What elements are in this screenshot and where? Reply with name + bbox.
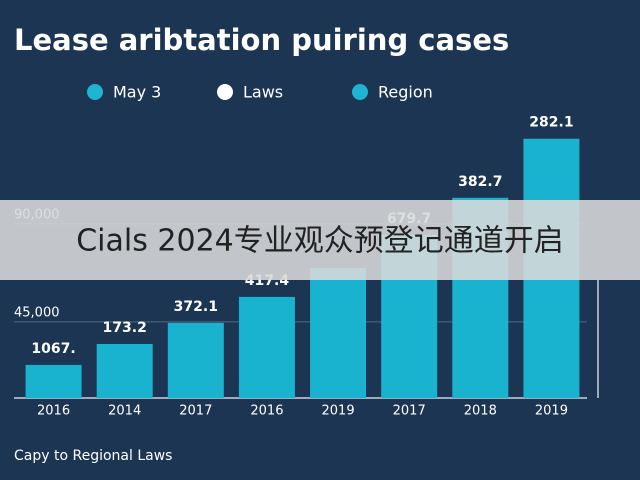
x-tick-label: 2019 [535,404,568,419]
legend-swatch [217,84,233,100]
bar-label: 282.1 [529,115,573,131]
bar [167,322,224,398]
bar [310,267,367,398]
legend-label: Region [378,83,433,102]
x-tick-label: 2016 [250,404,283,419]
bar-label: 372.1 [174,299,218,315]
bar-label: 173.2 [103,320,147,336]
legend-label: May 3 [113,83,161,102]
banner-band [0,200,640,280]
banner-text: Cials 2024专业观众预登记通道开启 [76,224,564,259]
bar-label: 1067. [31,341,75,357]
y-tick-label: 45,000 [14,305,60,320]
bar [96,343,153,398]
bar [238,296,295,398]
chart-title: Lease aribtation puiring cases [14,23,509,57]
footnote: Capy to Regional Laws [14,448,172,464]
x-tick-label: 2018 [464,404,497,419]
legend-swatch [352,84,368,100]
x-tick-label: 2017 [179,404,212,419]
legend-swatch [87,84,103,100]
x-tick-label: 2019 [322,404,355,419]
legend-label: Laws [243,83,283,102]
bar [25,364,82,398]
bar-label: 382.7 [458,174,502,190]
x-tick-label: 2017 [393,404,426,419]
x-tick-label: 2014 [108,404,141,419]
x-tick-label: 2016 [37,404,70,419]
